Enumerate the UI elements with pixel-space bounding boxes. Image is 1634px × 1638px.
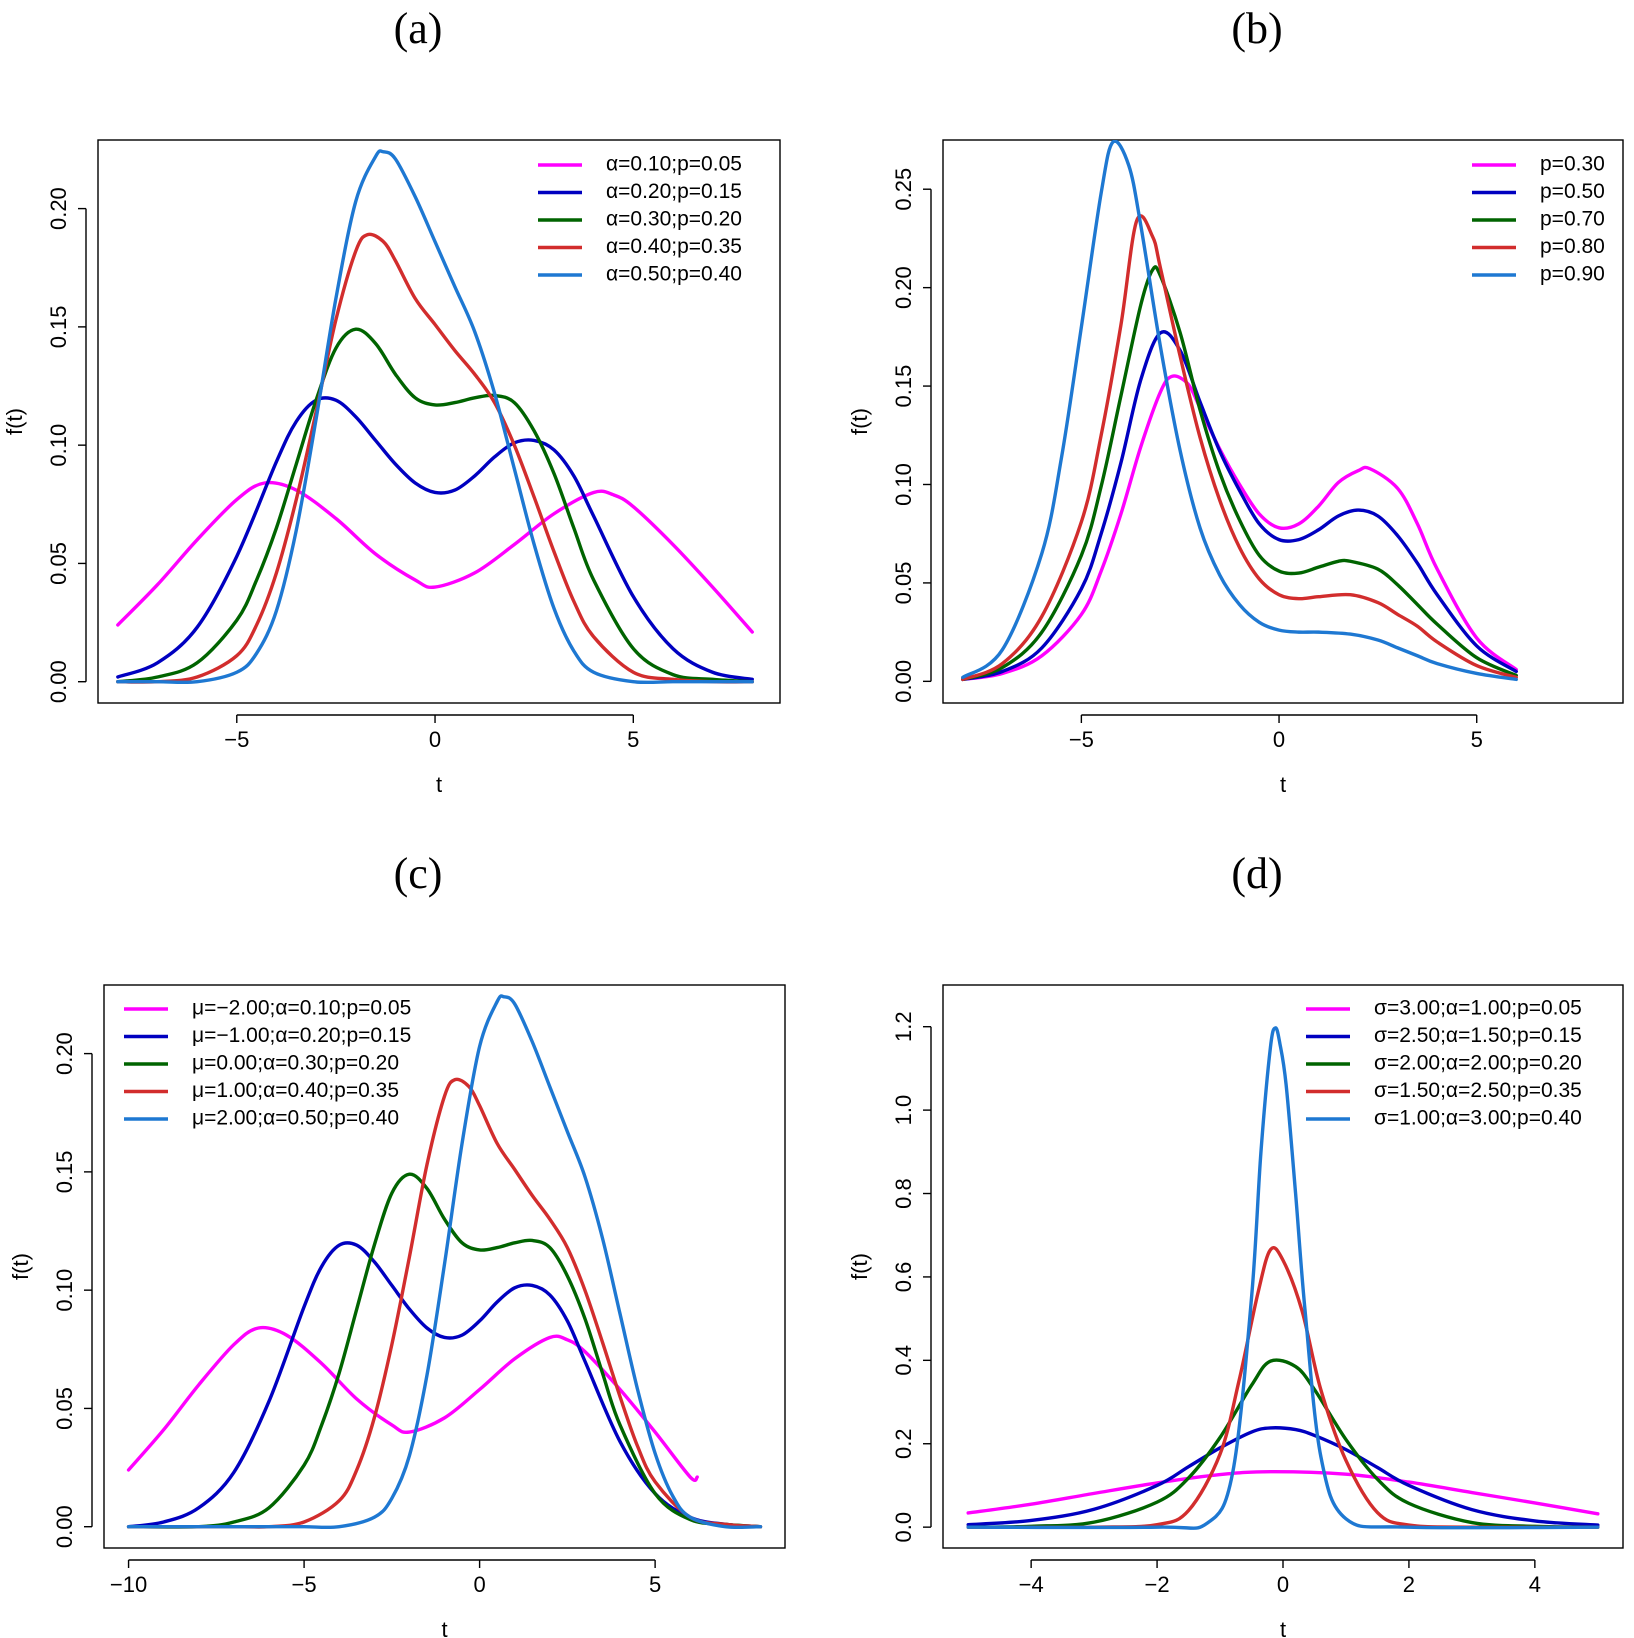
y-tick-label: 0.05 [52,1387,77,1430]
y-tick-label: 0.15 [891,365,916,408]
legend-label: σ=2.50;α=1.50;p=0.15 [1374,1024,1582,1047]
x-axis-label: t [1280,772,1286,797]
legend-label: α=0.40;p=0.35 [606,235,742,258]
y-tick-label: 0.25 [891,168,916,211]
y-tick-label: 0.10 [46,424,71,467]
x-tick-label: 5 [649,1572,661,1597]
x-axis-label: t [441,1617,447,1638]
series-line-3 [116,327,754,684]
legend-label: σ=2.00;α=2.00;p=0.20 [1374,1052,1582,1075]
series-line-5 [961,140,1518,682]
series-line-4 [966,1246,1600,1530]
legend-label: μ=0.00;α=0.30;p=0.20 [192,1052,399,1075]
legend-label: σ=3.00;α=1.00;p=0.05 [1374,997,1582,1020]
series-line-4 [961,214,1518,682]
plot-frame [942,984,1624,1549]
y-tick-label: 0.00 [52,1505,77,1548]
legend-label: p=0.50 [1540,180,1605,203]
legend-label: p=0.70 [1540,208,1605,231]
x-tick-label: −2 [1145,1572,1170,1597]
legend-label: p=0.80 [1540,235,1605,258]
panel-title: (d) [1231,849,1282,898]
x-tick-label: −5 [1069,727,1094,752]
y-tick-label: 0.00 [46,660,71,703]
y-tick-label: 0.10 [891,463,916,506]
series-line-5 [116,149,754,685]
y-tick-label: 1.2 [891,1011,916,1042]
x-tick-label: −10 [110,1572,147,1597]
y-tick-label: 0.20 [52,1032,77,1075]
legend-label: p=0.30 [1540,153,1605,176]
x-tick-label: 0 [1273,727,1285,752]
y-tick-label: 0.15 [46,305,71,348]
legend-label: μ=1.00;α=0.40;p=0.35 [192,1079,399,1102]
y-tick-label: 0.0 [891,1512,916,1543]
y-axis-label: f(t) [2,408,27,435]
panel-title: (c) [394,849,443,898]
y-tick-label: 0.6 [891,1262,916,1293]
series-line-5 [966,1026,1600,1530]
x-tick-label: −5 [224,727,249,752]
series-line-2 [126,1241,763,1529]
plot-frame [97,139,781,704]
panel-d: (d) −4 −2 0 2 4 t 0.0 0.2 0.4 0.6 0.8 1.0 1.2 f(t) σ=3.… [847,849,1624,1638]
panel-title: (a) [394,4,443,53]
x-tick-label: 4 [1529,1572,1541,1597]
y-tick-label: 1.0 [891,1095,916,1126]
y-tick-label: 0.00 [891,660,916,703]
panel-c: (c) −10 −5 0 5 t 0.00 0.05 0.10 0.15 0.20 f(t) μ=−2.… [8,849,786,1638]
x-tick-label: 5 [627,727,639,752]
y-axis-label: f(t) [847,1253,872,1280]
y-tick-label: 0.4 [891,1345,916,1376]
x-tick-label: 0 [1277,1572,1289,1597]
series-line-2 [116,396,754,682]
plot-frame [103,984,786,1549]
legend-label: σ=1.50;α=2.50;p=0.35 [1374,1079,1582,1102]
legend-label: σ=1.00;α=3.00;p=0.40 [1374,1107,1582,1130]
y-tick-label: 0.15 [52,1150,77,1193]
series-line-4 [126,1077,763,1529]
legend-label: p=0.90 [1540,263,1605,286]
series-line-1 [966,1469,1600,1516]
panel-b: (b) −5 0 5 t 0.00 0.05 0.10 0.15 0.20 0.25 f(t) p=0.… [847,4,1624,797]
x-axis-label: t [436,772,442,797]
legend-label: μ=−1.00;α=0.20;p=0.15 [192,1024,411,1047]
x-tick-label: 2 [1403,1572,1415,1597]
y-tick-label: 0.20 [46,187,71,230]
legend-label: α=0.10;p=0.05 [606,153,742,176]
series-line-4 [116,232,754,684]
panel-title: (b) [1231,4,1282,53]
x-tick-label: 0 [473,1572,485,1597]
legend-label: α=0.50;p=0.40 [606,263,742,286]
series-line-3 [961,265,1518,682]
series-line-2 [966,1426,1600,1527]
x-tick-label: 5 [1471,727,1483,752]
x-tick-label: 0 [429,727,441,752]
legend-label: μ=−2.00;α=0.10;p=0.05 [192,997,411,1020]
series-line-2 [961,330,1518,682]
x-tick-label: −5 [292,1572,317,1597]
y-tick-label: 0.8 [891,1178,916,1209]
y-tick-label: 0.20 [891,266,916,309]
series-line-1 [116,480,754,634]
y-tick-label: 0.05 [891,562,916,605]
plot-frame [942,139,1624,704]
series-line-1 [961,374,1518,682]
series-line-3 [966,1358,1600,1529]
legend-label: μ=2.00;α=0.50;p=0.40 [192,1107,399,1130]
legend-label: α=0.30;p=0.20 [606,208,742,231]
panel-a: (a) −5 0 5 t 0.00 0.05 0.10 0.15 0.20 f(t) α=0.10;p… [2,4,781,797]
x-axis-label: t [1280,1617,1286,1638]
series-line-3 [126,1172,763,1529]
y-axis-label: f(t) [847,408,872,435]
legend-label: α=0.20;p=0.15 [606,180,742,203]
x-tick-label: −4 [1019,1572,1044,1597]
series-line-5 [126,994,763,1530]
y-tick-label: 0.10 [52,1269,77,1312]
y-tick-label: 0.05 [46,542,71,585]
y-tick-label: 0.2 [891,1428,916,1459]
y-axis-label: f(t) [8,1253,33,1280]
